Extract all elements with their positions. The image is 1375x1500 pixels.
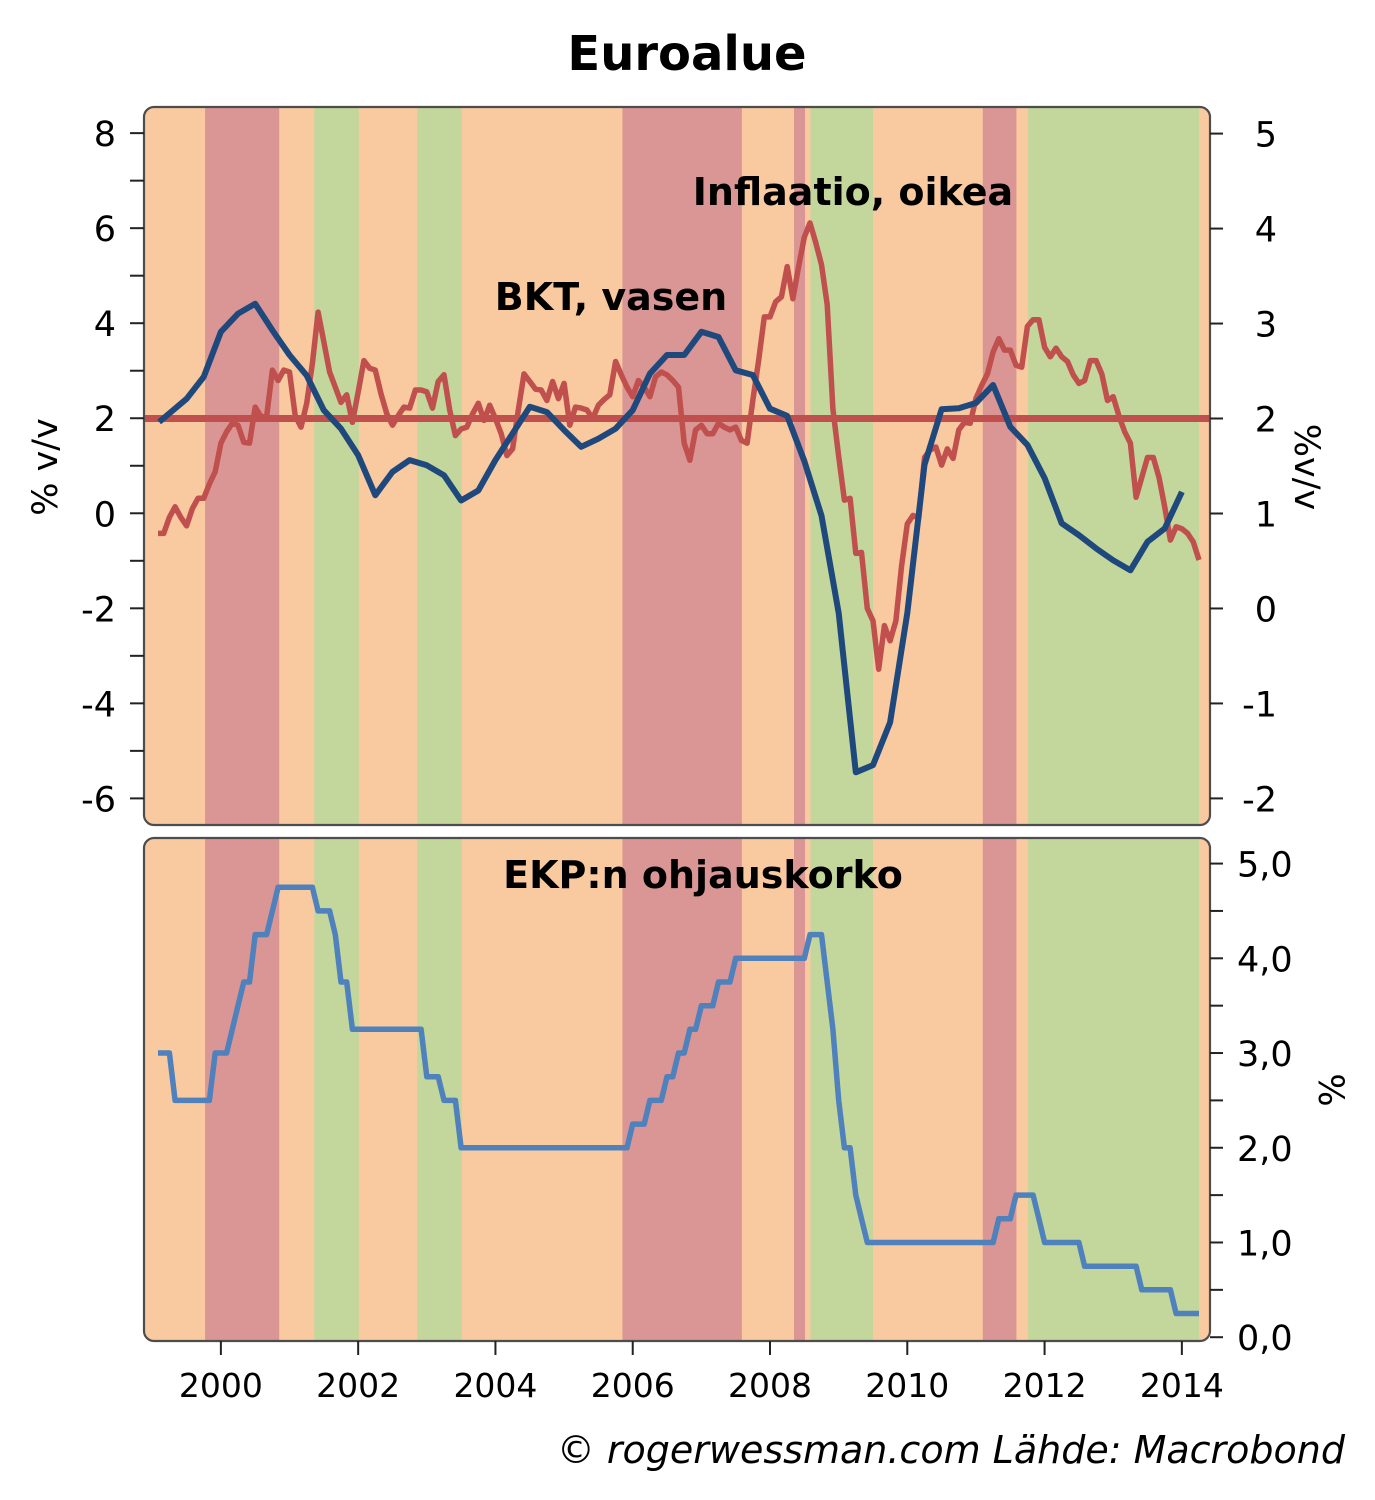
phase-band	[144, 107, 206, 825]
phase-band	[1199, 838, 1210, 1341]
left-y-tick-label: 6	[94, 210, 116, 250]
phase-band	[1028, 107, 1200, 825]
right-y-tick-label: 5	[1255, 116, 1277, 156]
right-y-tick-label: 0	[1255, 590, 1277, 630]
phase-band	[741, 107, 795, 825]
upper-series	[144, 220, 1210, 776]
rate-y-tick-label: 0,0	[1237, 1319, 1293, 1359]
left-y-tick-label: -6	[81, 780, 116, 820]
upper-plot-area	[144, 107, 1210, 825]
inflation-line	[158, 220, 1202, 672]
phase-band	[622, 838, 743, 1341]
upper-left-y-axis-label: % v/v	[26, 418, 66, 516]
right-y-tick-label: -1	[1242, 685, 1277, 725]
x-tick-label: 2012	[1003, 1366, 1087, 1405]
phase-band	[461, 838, 624, 1341]
left-y-tick-label: 4	[94, 305, 116, 345]
gdp-line	[157, 300, 1185, 776]
x-tick-label: 2008	[728, 1366, 812, 1405]
right-y-tick-label: 2	[1255, 401, 1277, 441]
x-tick-label: 2014	[1140, 1366, 1224, 1405]
right-y-tick-label: 1	[1255, 495, 1277, 535]
source-credit: © rogerwessman.com Lähde: Macrobond	[557, 1428, 1346, 1472]
phase-band	[622, 107, 743, 825]
left-y-tick-label: 0	[94, 495, 116, 535]
right-y-tick-label: -2	[1242, 780, 1277, 820]
phase-band	[741, 838, 795, 1341]
x-axis: 2000 2002 2004 2006 2008 2010 2012 2014	[179, 1341, 1224, 1405]
lower-panel-frame	[142, 836, 1212, 1343]
upper-panel: Inflaatio, oikea BKT, vasen -6-4-202468 …	[26, 105, 1326, 827]
upper-right-y-axis-label: %v/v	[1286, 424, 1326, 510]
left-y-tick-label: 8	[94, 115, 116, 155]
x-tick-label: 2004	[453, 1366, 537, 1405]
phase-band	[1199, 107, 1210, 825]
phase-band	[794, 838, 806, 1341]
upper-phase-bands	[144, 107, 1210, 825]
phase-band	[810, 838, 874, 1341]
left-y-tick-label: -2	[81, 590, 116, 630]
left-y-tick-label: 2	[94, 400, 116, 440]
phase-band	[1028, 838, 1200, 1341]
phase-band	[358, 107, 418, 825]
right-y-tick-label: 3	[1255, 306, 1277, 346]
chart-title: Euroalue	[567, 26, 806, 82]
upper-right-y-axis: -2 -1 0 1 2 3 4 5	[1210, 116, 1277, 820]
phase-band	[1016, 838, 1029, 1341]
upper-left-y-axis: -6 -4 -2 0 2 4 6 8	[81, 115, 144, 820]
phase-band	[314, 107, 360, 825]
ecb-rate-line	[158, 884, 1199, 1317]
rate-y-tick-label: 5,0	[1237, 846, 1293, 886]
inflation-series-label: Inflaatio, oikea	[693, 170, 1013, 214]
phase-band	[205, 838, 280, 1341]
lower-plot-area	[144, 838, 1210, 1341]
phase-band	[314, 838, 360, 1341]
gdp-series-label: BKT, vasen	[495, 275, 727, 319]
phase-band	[794, 107, 806, 825]
x-tick-label: 2002	[316, 1366, 400, 1405]
lower-panel: EKP:n ohjauskorko 0,0 1,0 2,0 3,0 4,0 5,0 200…	[142, 836, 1350, 1405]
phase-band	[982, 107, 1018, 825]
x-tick-label: 2006	[591, 1366, 675, 1405]
rate-y-tick-label: 3,0	[1237, 1035, 1293, 1075]
ecb-rate-series-label: EKP:n ohjauskorko	[503, 853, 903, 897]
rate-y-tick-label: 2,0	[1237, 1130, 1293, 1170]
phase-band	[279, 838, 315, 1341]
lower-series	[158, 884, 1199, 1317]
phase-band	[279, 107, 315, 825]
x-tick-label: 2000	[179, 1366, 263, 1405]
left-y-tick-label: -4	[81, 685, 116, 725]
phase-band	[1016, 107, 1029, 825]
lower-right-y-axis-label: %	[1310, 1073, 1350, 1106]
x-tick-label: 2010	[865, 1366, 949, 1405]
lower-right-y-axis: 0,0 1,0 2,0 3,0 4,0 5,0	[1210, 846, 1293, 1359]
rate-y-tick-label: 1,0	[1237, 1224, 1293, 1264]
phase-band	[982, 838, 1018, 1341]
phase-band	[872, 838, 984, 1341]
lower-phase-bands	[144, 838, 1210, 1341]
phase-band	[358, 838, 418, 1341]
right-y-tick-label: 4	[1255, 211, 1277, 251]
phase-band	[461, 107, 624, 825]
phase-band	[805, 838, 812, 1341]
rate-y-tick-label: 4,0	[1237, 940, 1293, 980]
